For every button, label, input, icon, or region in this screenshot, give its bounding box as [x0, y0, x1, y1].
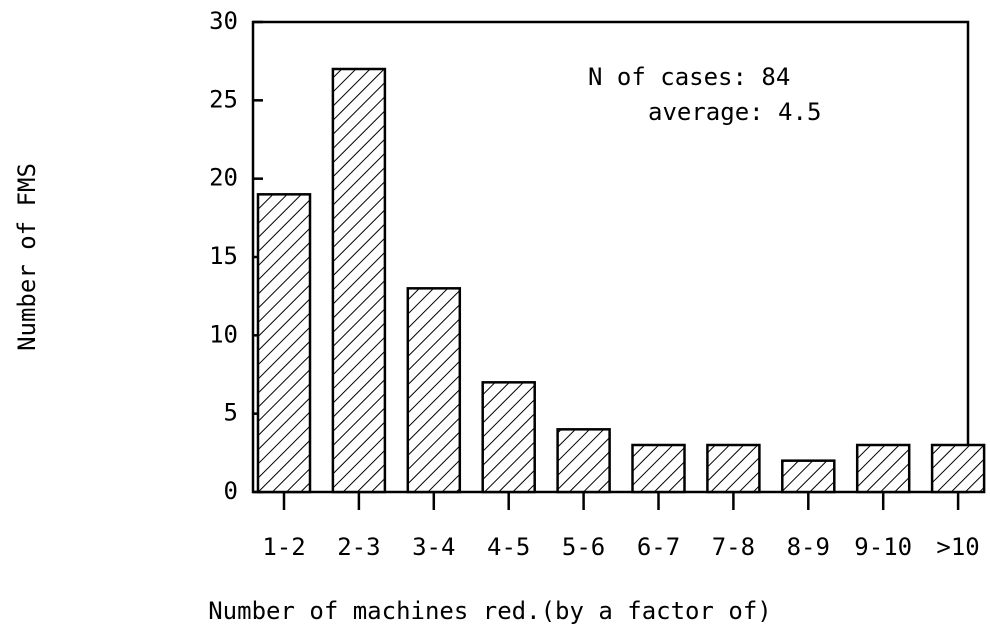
- bar: [930, 443, 986, 494]
- x-tick-label: 2-3: [337, 533, 380, 561]
- bar: [855, 443, 911, 494]
- x-axis-label: Number of machines red.(by a factor of): [208, 597, 772, 625]
- y-tick-label: 0: [224, 477, 238, 505]
- bar: [706, 443, 761, 494]
- bar: [406, 287, 462, 494]
- y-tick-label: 30: [209, 7, 238, 35]
- x-tick-label: 9-10: [854, 533, 912, 561]
- x-tick-label: 7-8: [712, 533, 755, 561]
- x-tick-label: 4-5: [487, 533, 530, 561]
- y-tick-label: 15: [209, 242, 238, 270]
- annotation: N of cases: 84: [588, 63, 790, 91]
- x-tick-label: 8-9: [787, 533, 830, 561]
- annotation: average: 4.5: [648, 98, 821, 126]
- y-tick-label: 25: [209, 85, 238, 113]
- y-axis-label: Number of FMS: [13, 163, 41, 351]
- bar: [556, 428, 611, 494]
- x-tick-label: 5-6: [562, 533, 605, 561]
- x-tick-label: 3-4: [412, 533, 455, 561]
- y-tick-label: 20: [209, 164, 238, 192]
- x-tick-label: >10: [936, 533, 979, 561]
- bar: [331, 67, 387, 494]
- bar: [631, 443, 686, 494]
- bar: [256, 193, 312, 494]
- y-tick-label: 5: [224, 399, 238, 427]
- bar: [781, 459, 836, 494]
- x-tick-label: 1-2: [262, 533, 305, 561]
- bar: [481, 381, 536, 494]
- y-tick-label: 10: [209, 320, 238, 348]
- x-tick-label: 6-7: [637, 533, 680, 561]
